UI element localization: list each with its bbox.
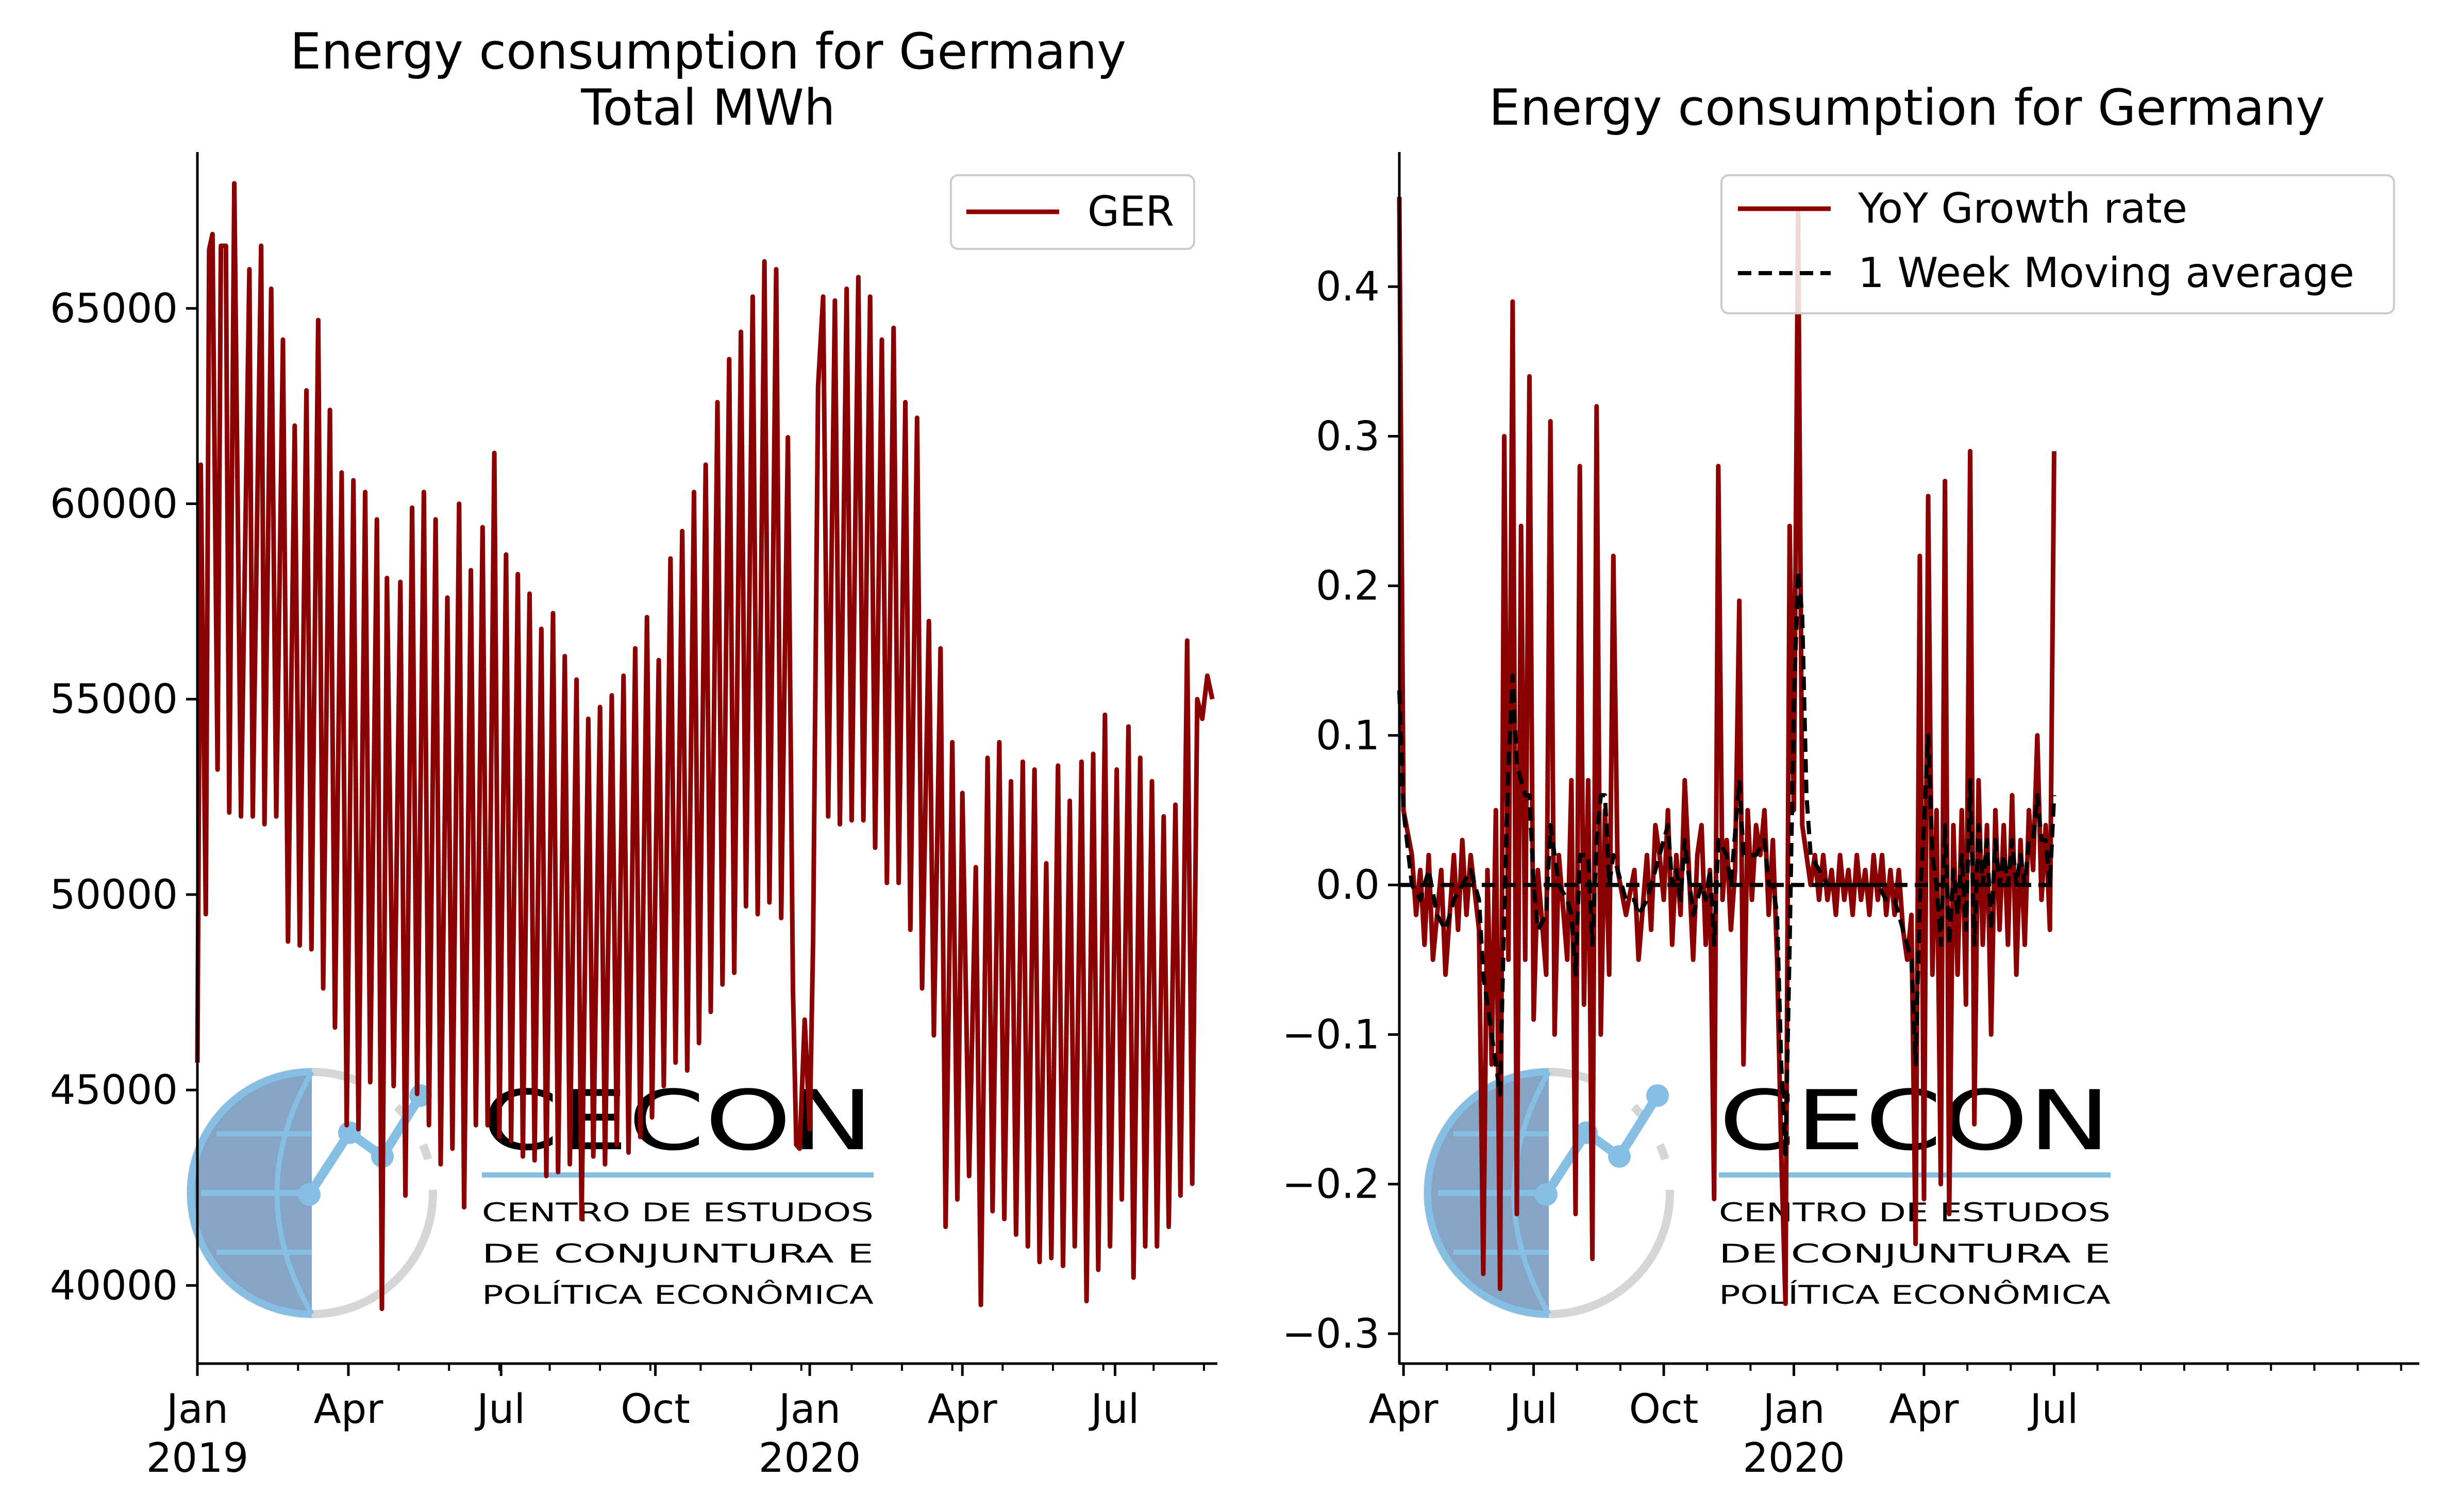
left-x-tick-label: Apr	[928, 1386, 998, 1433]
right-x-tick-label: Apr	[1369, 1386, 1439, 1433]
right-chart-panel: Energy consumption for Germany CECON CEN…	[1282, 79, 2419, 1482]
right-legend: YoY Growth rate 1 Week Moving average	[1720, 174, 2395, 314]
legend-label-moving-average: 1 Week Moving average	[1858, 249, 2354, 297]
left-x-tick-label: Apr	[313, 1386, 383, 1433]
left-x-tick-label: Jul	[1088, 1386, 1139, 1433]
right-series-yoy-line	[1397, 197, 2056, 1306]
left-y-tick-label: 40000	[50, 1263, 178, 1309]
left-chart-subtitle: Total MWh	[580, 79, 835, 137]
watermark-brand: CECON	[482, 1072, 874, 1169]
left-y-tick-label: 60000	[50, 481, 178, 528]
right-x-tick-year-label: 2020	[1743, 1435, 1845, 1482]
left-x-tick-label: Jan	[164, 1386, 228, 1433]
right-y-tick-label: −0.1	[1282, 1012, 1380, 1058]
watermark-line-3: POLÍTICA ECONÔMICA	[482, 1280, 874, 1310]
left-legend: GER	[950, 174, 1195, 250]
left-chart-title: Energy consumption for Germany	[290, 23, 1126, 80]
left-x-tick-year-label: 2019	[146, 1435, 249, 1482]
left-x-tick-label: Jan	[776, 1386, 841, 1433]
legend-label-yoy: YoY Growth rate	[1858, 184, 2187, 232]
right-y-ticks: −0.3 −0.2 −0.1 0.0 0.1 0.2 0.3 0.4	[1282, 264, 1399, 1357]
right-legend-box	[1720, 174, 2395, 314]
right-y-tick-label: −0.3	[1282, 1311, 1380, 1357]
watermark-line-3: POLÍTICA ECONÔMICA	[1719, 1280, 2111, 1310]
right-y-tick-label: 0.0	[1316, 862, 1380, 909]
right-x-tick-label: Apr	[1889, 1386, 1960, 1433]
left-x-tick-label: Jul	[474, 1386, 525, 1433]
trend-line-icon	[1542, 1093, 1662, 1197]
right-y-tick-label: 0.1	[1316, 713, 1380, 759]
right-chart-title: Energy consumption for Germany	[1489, 79, 2325, 137]
watermark-line-2: DE CONJUNTURA E	[482, 1239, 874, 1269]
right-x-tick-label: Jul	[1507, 1386, 1558, 1433]
right-y-tick-label: 0.4	[1316, 264, 1380, 310]
right-x-tick-label: Oct	[1629, 1386, 1699, 1433]
left-x-tick-label: Oct	[621, 1386, 690, 1433]
trend-line-icon	[305, 1093, 425, 1197]
left-y-tick-label: 65000	[50, 285, 178, 332]
left-y-tick-label: 50000	[50, 872, 178, 918]
left-y-ticks: 40000 45000 50000 55000 60000 65000	[50, 285, 197, 1309]
right-y-tick-label: 0.2	[1316, 563, 1380, 610]
right-x-tick-label: Jul	[2027, 1386, 2078, 1433]
legend-label-ger: GER	[1087, 188, 1174, 236]
right-x-tick-label: Jan	[1760, 1386, 1825, 1433]
left-chart-panel: Energy consumption for Germany Total MWh…	[50, 23, 1217, 1482]
left-legend-box	[950, 174, 1195, 250]
left-x-tick-year-label: 2020	[759, 1435, 861, 1482]
watermark-line-1: CENTRO DE ESTUDOS	[482, 1198, 874, 1228]
right-y-tick-label: −0.2	[1282, 1162, 1380, 1208]
left-series-ger-line	[195, 181, 1215, 1312]
right-cecon-watermark: CECON CENTRO DE ESTUDOS DE CONJUNTURA E …	[1424, 1068, 2111, 1318]
right-y-tick-label: 0.3	[1316, 413, 1380, 460]
left-y-tick-label: 45000	[50, 1067, 178, 1114]
left-y-tick-label: 55000	[50, 677, 178, 723]
